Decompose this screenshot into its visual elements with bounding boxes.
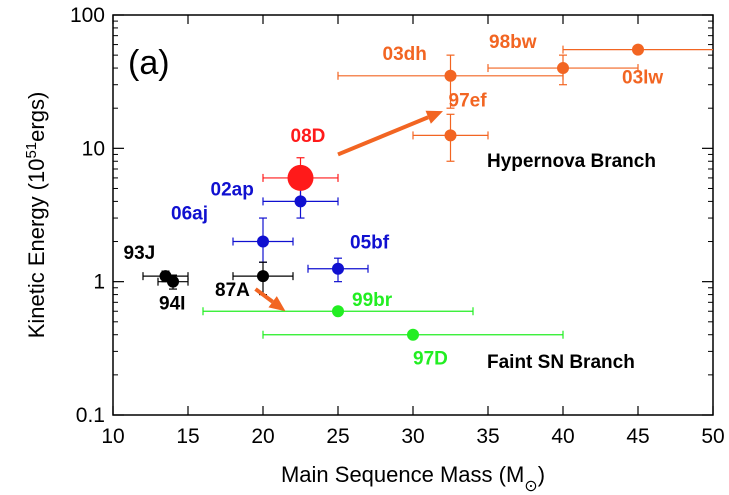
faint-arrow-head [268,296,286,312]
label-87A: 87A [215,280,250,301]
label-98bw: 98bw [489,32,537,53]
x-tick-label: 25 [326,425,349,448]
point-97D [407,328,419,341]
trend-arrows [254,110,443,312]
point-87A [257,270,269,283]
point-98bw [557,62,569,75]
y-tick-label: 1 [93,271,105,294]
x-tick-label: 40 [551,425,574,448]
x-tick-label: 20 [251,425,274,448]
point-97ef [444,129,457,142]
label-03dh: 03dh [383,44,427,65]
label-97ef: 97ef [449,90,488,111]
label-94I: 94I [159,294,185,315]
faint-arrow-shaft [254,287,274,304]
label-03lw: 03lw [622,68,663,89]
x-tick-label: 35 [476,425,499,448]
x-tick-label: 10 [101,425,124,448]
x-tick-label: 15 [176,425,199,448]
label-02ap: 02ap [211,179,254,200]
point-06aj [257,235,269,248]
point-03dh [444,69,457,82]
point-08D [287,164,314,191]
label-97D: 97D [413,349,448,370]
label-05bf: 05bf [350,233,390,254]
label-08D: 08D [291,126,326,147]
y-axis-label: Kinetic Energy (1051ergs) [23,92,50,339]
point-02ap [294,195,307,208]
point-99br [332,305,344,318]
x-tick-label: 45 [626,425,649,448]
point-03lw [632,43,644,56]
hypernova-branch-label: Hypernova Branch [487,151,656,172]
faint-branch-label: Faint SN Branch [487,352,635,373]
x-tick-label: 50 [701,425,724,448]
point-94I [167,275,179,288]
point-05bf [332,262,344,275]
label-93J: 93J [124,243,156,264]
panel-label: (a) [128,44,170,82]
y-tick-label: 100 [70,4,105,27]
axis-ticks: 10 15 20 25 30 35 40 45 50 0.1 1 10 100 [70,4,725,448]
y-tick-label: 10 [82,137,105,160]
label-99br: 99br [352,290,393,311]
data-points [159,43,644,341]
y-tick-label: 0.1 [76,404,105,427]
x-axis-label: Main Sequence Mass (M⊙) [281,462,545,495]
x-tick-label: 30 [401,425,424,448]
hypernova-arrow-head [425,110,443,124]
label-06aj: 06aj [171,204,208,225]
hypernova-arrow-shaft [337,115,429,157]
